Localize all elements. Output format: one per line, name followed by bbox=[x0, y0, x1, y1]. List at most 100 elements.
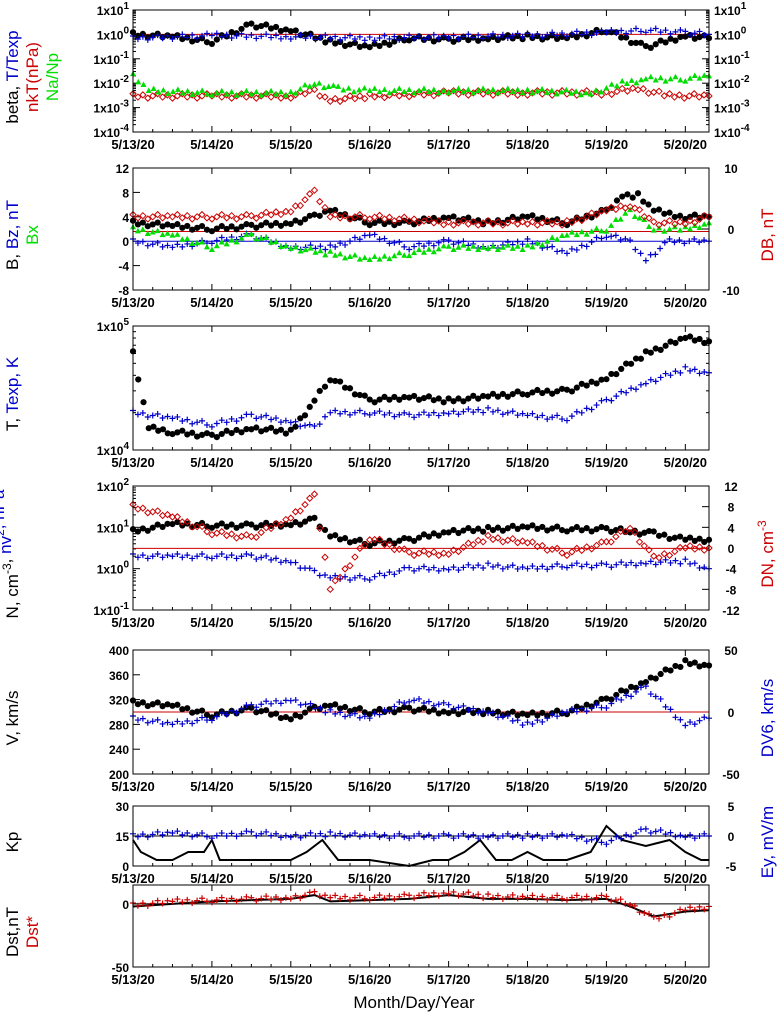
data-point bbox=[440, 399, 447, 406]
data-point bbox=[228, 88, 235, 95]
data-point bbox=[650, 552, 658, 560]
data-point bbox=[445, 89, 452, 96]
data-point bbox=[573, 231, 580, 238]
data-point bbox=[179, 31, 186, 38]
data-point bbox=[573, 408, 580, 415]
data-point bbox=[494, 34, 501, 41]
data-point bbox=[549, 243, 556, 250]
data-point bbox=[332, 377, 339, 385]
data-point bbox=[695, 543, 704, 551]
data-point bbox=[626, 524, 634, 533]
data-point bbox=[524, 213, 531, 220]
series-black bbox=[132, 824, 709, 868]
data-point bbox=[287, 88, 294, 95]
data-point bbox=[401, 393, 408, 401]
data-point bbox=[199, 239, 206, 245]
data-point bbox=[233, 418, 240, 425]
data-point bbox=[169, 830, 176, 836]
data-point bbox=[666, 209, 673, 216]
data-point bbox=[342, 254, 349, 261]
data-point bbox=[578, 834, 585, 841]
data-point bbox=[203, 833, 210, 840]
panel-frame bbox=[132, 325, 710, 451]
panel-frame bbox=[132, 805, 710, 867]
data-point bbox=[326, 213, 334, 221]
panel-frame bbox=[132, 167, 710, 291]
data-point bbox=[484, 523, 492, 531]
data-point bbox=[494, 714, 501, 721]
data-point bbox=[228, 237, 235, 243]
data-point bbox=[662, 78, 669, 84]
data-point bbox=[332, 252, 339, 258]
left-axis-title: T, Texp, K bbox=[3, 356, 22, 431]
data-point bbox=[480, 528, 487, 535]
data-point bbox=[549, 29, 556, 36]
data-point bbox=[504, 713, 511, 719]
right-axis-title: DN, cm-3 bbox=[755, 520, 777, 588]
data-point bbox=[199, 417, 206, 424]
data-point bbox=[618, 559, 625, 566]
data-point bbox=[179, 706, 186, 713]
data-point bbox=[268, 87, 275, 94]
data-point bbox=[416, 240, 423, 247]
date-tick-label: 5/15/20 bbox=[269, 871, 312, 886]
right-tick-label: -5 bbox=[726, 860, 737, 874]
data-point bbox=[371, 830, 378, 837]
data-point bbox=[671, 534, 678, 541]
data-point bbox=[134, 554, 141, 561]
data-point bbox=[518, 537, 527, 545]
data-point bbox=[179, 554, 186, 561]
data-point bbox=[494, 217, 502, 224]
data-point bbox=[302, 246, 309, 253]
data-point bbox=[134, 701, 142, 708]
data-point bbox=[258, 895, 265, 902]
data-point bbox=[218, 239, 225, 245]
data-point bbox=[603, 396, 610, 403]
data-point bbox=[672, 28, 679, 35]
data-point bbox=[696, 535, 703, 542]
data-point bbox=[652, 561, 659, 568]
data-point bbox=[306, 494, 314, 502]
data-point bbox=[635, 538, 644, 546]
data-point bbox=[134, 93, 142, 101]
data-point bbox=[391, 87, 398, 94]
data-point bbox=[637, 250, 644, 257]
data-point bbox=[691, 337, 698, 344]
data-point bbox=[150, 85, 157, 92]
data-point bbox=[263, 89, 270, 96]
data-point bbox=[554, 892, 561, 899]
y-tick-label: 4 bbox=[122, 211, 129, 225]
data-point bbox=[238, 30, 245, 37]
data-point bbox=[480, 35, 487, 42]
data-point bbox=[140, 399, 147, 406]
data-point bbox=[203, 39, 211, 46]
data-point bbox=[650, 227, 657, 233]
data-point bbox=[337, 895, 344, 902]
data-point bbox=[292, 27, 299, 34]
data-point bbox=[406, 535, 413, 542]
data-point bbox=[652, 77, 659, 83]
data-point bbox=[416, 830, 423, 837]
data-point bbox=[598, 892, 605, 899]
data-point bbox=[655, 221, 663, 229]
data-point bbox=[685, 92, 693, 100]
data-point bbox=[159, 831, 166, 838]
data-point bbox=[444, 218, 453, 226]
data-point bbox=[435, 35, 442, 42]
data-point bbox=[455, 395, 462, 402]
data-point bbox=[544, 238, 551, 244]
data-point bbox=[597, 538, 606, 546]
data-point bbox=[672, 73, 679, 80]
data-point bbox=[529, 243, 536, 250]
data-point bbox=[554, 707, 561, 714]
data-point bbox=[623, 87, 632, 95]
data-point bbox=[341, 565, 349, 573]
data-point bbox=[548, 91, 556, 99]
data-point bbox=[499, 87, 506, 94]
data-point bbox=[243, 221, 250, 228]
data-point bbox=[361, 219, 368, 226]
y-tick-label: 12 bbox=[116, 162, 130, 176]
data-point bbox=[627, 39, 635, 47]
data-point bbox=[563, 564, 570, 571]
data-point bbox=[194, 831, 201, 838]
